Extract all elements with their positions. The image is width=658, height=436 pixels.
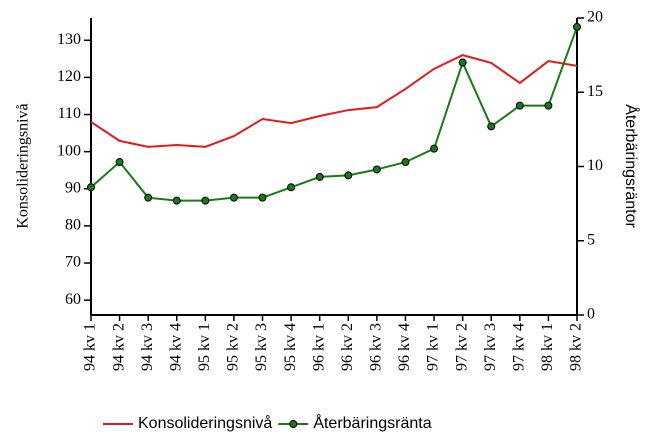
point <box>515 101 524 110</box>
point <box>401 158 410 167</box>
x-tick-label: 94 kv 4 <box>167 323 184 371</box>
x-tick-label: 94 kv 3 <box>139 323 156 371</box>
point <box>487 122 496 131</box>
y-tick-label: 60 <box>65 291 81 308</box>
point <box>201 196 210 205</box>
x-tick-label: 96 kv 3 <box>368 323 385 371</box>
x-tick-label: 95 kv 2 <box>225 323 242 371</box>
y-tick-label: 80 <box>65 217 81 234</box>
point <box>544 101 553 110</box>
legend-label: Konsolideringsnivå <box>138 414 272 432</box>
point <box>87 183 95 192</box>
point <box>172 196 181 205</box>
y-tick-label: 110 <box>58 105 81 122</box>
x-tick-label: 96 kv 1 <box>310 323 327 371</box>
point <box>258 193 267 202</box>
point <box>115 158 124 167</box>
y-axis-label: Konsolideringsnivå <box>15 103 32 228</box>
y-tick-label: 70 <box>65 254 81 271</box>
y2-tick-label: 0 <box>587 306 595 323</box>
y-tick-label: 120 <box>57 68 81 85</box>
x-tick-label: 95 kv 4 <box>282 323 299 371</box>
series-line <box>90 26 578 202</box>
point <box>229 193 238 202</box>
legend-marker <box>289 420 298 428</box>
point <box>344 171 353 180</box>
y2-tick-label: 15 <box>587 83 603 100</box>
x-tick-label: 94 kv 2 <box>110 323 127 371</box>
point <box>573 22 581 31</box>
y-tick-label: 90 <box>65 179 81 196</box>
point <box>458 58 467 67</box>
point <box>287 183 296 192</box>
x-tick-label: 97 kv 4 <box>510 323 527 371</box>
y2-tick-label: 10 <box>587 157 603 174</box>
x-tick-label: 96 kv 4 <box>396 323 413 371</box>
x-tick-label: 98 kv 1 <box>539 323 556 371</box>
point <box>315 172 324 181</box>
x-tick-label: 96 kv 2 <box>339 323 356 371</box>
point <box>372 165 381 174</box>
x-tick-label: 97 kv 2 <box>453 323 470 371</box>
legend-label: Återbäringsränta <box>313 413 431 432</box>
x-tick-label: 97 kv 1 <box>425 323 442 371</box>
x-tick-label: 94 kv 1 <box>82 323 99 371</box>
y2-axis-label: Återbäringsräntor <box>622 104 641 228</box>
y-tick-label: 130 <box>57 31 81 48</box>
y-tick-label: 100 <box>57 142 81 159</box>
x-tick-label: 98 kv 2 <box>568 323 585 371</box>
series-line <box>90 54 578 148</box>
x-tick-label: 95 kv 1 <box>196 323 213 371</box>
point <box>430 144 439 153</box>
x-tick-label: 97 kv 3 <box>482 323 499 371</box>
x-tick-label: 95 kv 3 <box>253 323 270 371</box>
point <box>144 193 153 202</box>
y2-tick-label: 5 <box>587 231 595 248</box>
y2-tick-label: 20 <box>587 9 603 26</box>
